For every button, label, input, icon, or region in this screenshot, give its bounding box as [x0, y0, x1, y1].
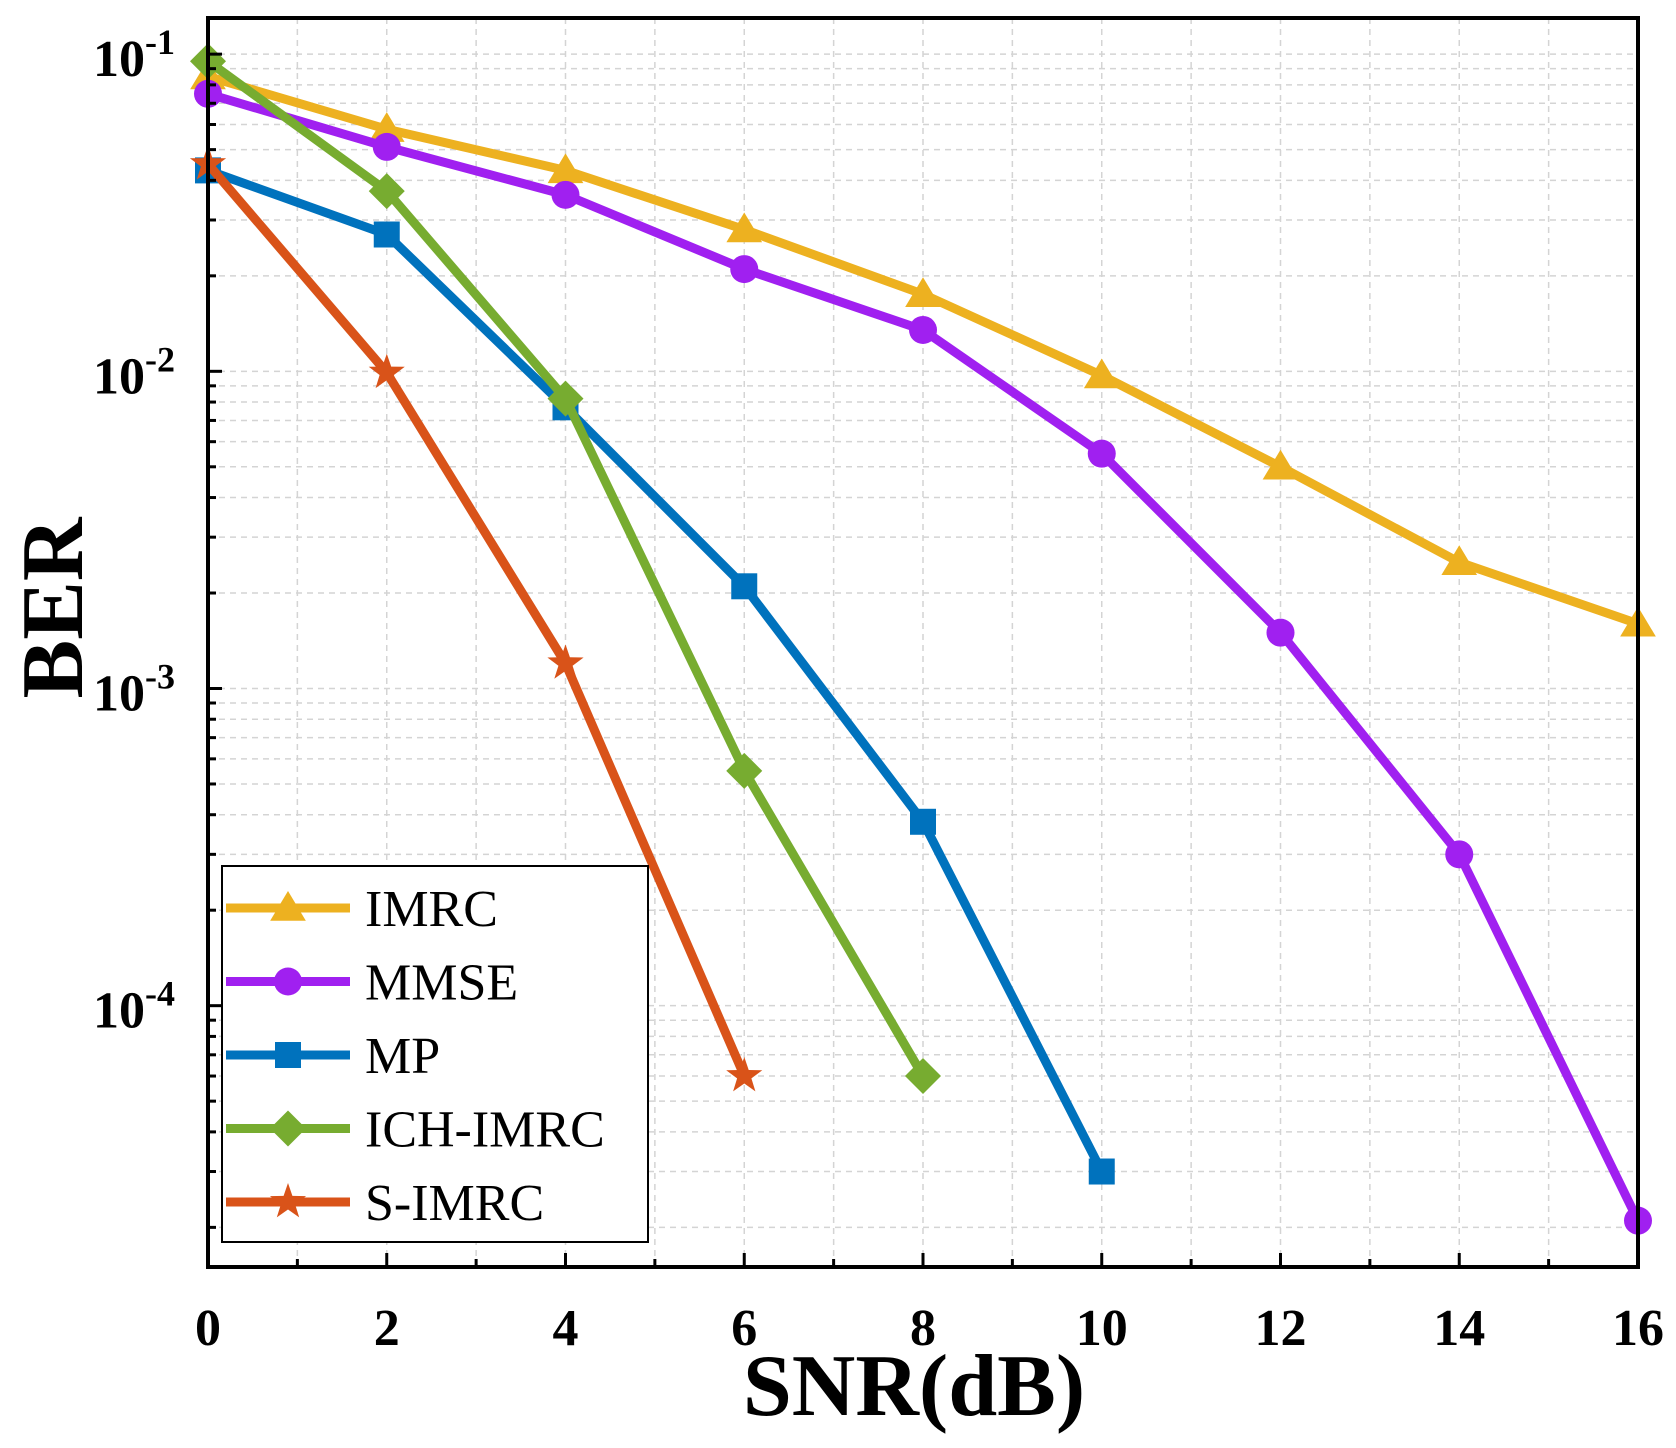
legend-marker-star — [269, 1183, 307, 1218]
data-point-triangle — [368, 112, 405, 142]
x-axis-title: SNR(dB) — [743, 1338, 1085, 1435]
series-line — [204, 161, 749, 1078]
series-imrc — [190, 59, 1656, 637]
data-point-diamond — [905, 1058, 941, 1095]
data-point-circle — [1087, 439, 1116, 468]
data-point-diamond — [368, 173, 405, 210]
y-tick-label: 10-1 — [93, 22, 175, 88]
y-axis-title: BER — [5, 516, 102, 698]
legend-marker-triangle — [270, 891, 306, 921]
x-tick-label: 4 — [553, 1300, 579, 1357]
data-point-triangle — [905, 277, 941, 307]
data-point-triangle — [1441, 545, 1478, 576]
series-mmse — [194, 79, 1652, 1235]
y-tick-labels: 10-1 10-2 10-3 10-4 — [93, 22, 175, 1040]
legend-marker-diamond — [270, 1110, 306, 1147]
data-point-circle — [1266, 618, 1295, 647]
x-tick-labels: 0 2 4 6 8 10 12 14 16 — [195, 1300, 1664, 1357]
x-tick-label: 10 — [1076, 1300, 1128, 1357]
data-point-circle — [1445, 840, 1474, 869]
data-point-circle — [730, 255, 759, 284]
data-point-triangle — [547, 153, 584, 184]
data-point-circle — [372, 132, 401, 161]
axis-ticks — [206, 52, 1640, 1267]
series-line — [206, 166, 1106, 1174]
grid-lines — [208, 18, 1638, 1267]
y-tick-label: 10-3 — [93, 656, 175, 722]
y-tick-label: 10-4 — [93, 974, 175, 1040]
x-tick-label: 2 — [374, 1300, 400, 1357]
y-tick-label: 10-2 — [93, 339, 175, 405]
x-tick-label: 6 — [731, 1300, 757, 1357]
x-tick-label: 14 — [1433, 1300, 1485, 1357]
data-point-star — [726, 1057, 763, 1092]
data-point-circle — [551, 180, 580, 209]
legend-label: IMRC — [365, 881, 498, 938]
data-point-square — [910, 808, 936, 835]
data-point-star — [547, 644, 584, 679]
data-point-square — [373, 221, 400, 248]
legend-marker-circle — [274, 967, 302, 996]
series-mp — [195, 157, 1115, 1185]
x-tick-label: 12 — [1255, 1300, 1307, 1357]
data-point-circle — [909, 315, 937, 344]
data-point-diamond — [547, 380, 584, 417]
x-tick-label: 8 — [910, 1300, 936, 1357]
data-point-square — [731, 573, 758, 600]
legend-label: MP — [365, 1028, 440, 1085]
data-point-triangle — [1083, 358, 1120, 389]
legend-label: ICH-IMRC — [365, 1102, 605, 1159]
x-tick-label: 0 — [195, 1300, 221, 1357]
x-tick-label: 16 — [1612, 1300, 1664, 1357]
data-point-square — [1088, 1158, 1115, 1185]
data-point-star — [368, 353, 405, 389]
data-point-triangle — [1262, 449, 1299, 480]
legend-marker-square — [275, 1042, 301, 1068]
legend: IMRC MMSE MP ICH-IMRC S-IMRC — [221, 865, 649, 1243]
legend-label: S-IMRC — [365, 1175, 544, 1232]
data-point-diamond — [726, 752, 763, 789]
series-layer — [189, 43, 1656, 1235]
legend-label: MMSE — [365, 955, 518, 1012]
data-point-triangle — [726, 212, 763, 243]
